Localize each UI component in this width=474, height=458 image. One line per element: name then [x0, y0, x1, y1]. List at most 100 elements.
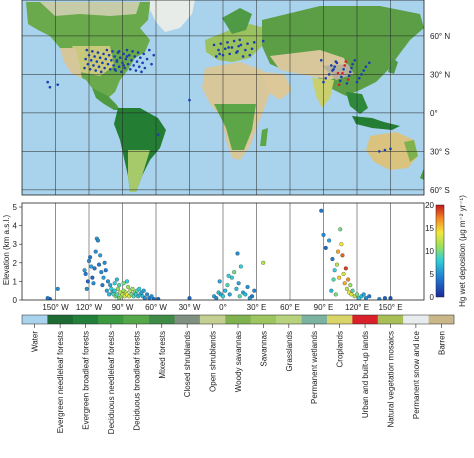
- site-marker: [104, 57, 108, 61]
- site-marker: [252, 41, 256, 44]
- site-marker: [156, 133, 160, 137]
- scatter-point: [243, 292, 248, 297]
- scatter-point: [238, 264, 243, 269]
- site-marker: [332, 67, 335, 71]
- scatter-point: [124, 279, 130, 284]
- colorbar-tick-label: 5: [430, 270, 435, 279]
- australia-coast: [404, 140, 418, 162]
- site-marker: [367, 61, 371, 65]
- madagascar: [260, 128, 268, 146]
- legend-label: Woody savannas: [234, 331, 243, 392]
- scatter-point: [234, 286, 239, 291]
- site-marker: [122, 64, 125, 67]
- site-marker: [56, 83, 60, 86]
- scatter-point: [354, 292, 360, 297]
- y-tick-label: 1: [13, 277, 18, 286]
- site-marker: [226, 41, 229, 44]
- site-marker: [93, 55, 96, 58]
- scatter-point: [91, 281, 96, 286]
- site-marker: [113, 55, 116, 58]
- central-america: [92, 88, 120, 110]
- scatter-point: [220, 294, 226, 299]
- scatter-point: [338, 227, 343, 232]
- site-marker: [351, 62, 354, 66]
- scatter-point: [98, 253, 103, 258]
- site-marker: [357, 76, 361, 80]
- site-marker: [364, 65, 368, 69]
- site-marker: [230, 46, 234, 49]
- colorbar: [435, 204, 445, 298]
- legend-label: Croplands: [336, 331, 345, 367]
- x-tick-label: 150° E: [378, 303, 402, 312]
- x-tick-label: 90° E: [314, 303, 334, 312]
- legend-swatch: [250, 315, 277, 324]
- scatter-point: [99, 270, 104, 275]
- legend-label: Water: [31, 331, 40, 352]
- latitude-label: 0°: [430, 109, 438, 118]
- site-marker: [91, 50, 94, 53]
- scatter-point: [261, 260, 266, 265]
- scatter-point: [85, 279, 90, 284]
- scatter-point: [348, 283, 353, 288]
- latitude-label: 30° N: [430, 70, 450, 79]
- x-tick-label: 60° E: [280, 303, 300, 312]
- site-marker: [137, 65, 141, 69]
- site-marker: [48, 85, 52, 89]
- scatter-point: [367, 294, 372, 299]
- site-marker: [355, 80, 359, 84]
- legend-label: Evergreen needleleaf forests: [56, 331, 65, 433]
- site-marker: [378, 150, 381, 153]
- x-tick-label: 30° W: [179, 303, 201, 312]
- scatter-point: [342, 281, 347, 286]
- scatter-point: [102, 260, 107, 265]
- site-marker: [239, 43, 243, 47]
- latitude-label: 60° N: [430, 32, 450, 41]
- site-marker: [232, 39, 236, 43]
- colorbar-tick-label: 15: [425, 224, 434, 233]
- legend-label: Closed shrublands: [183, 331, 192, 397]
- site-marker: [141, 61, 144, 65]
- latitude-label: 60° S: [430, 186, 450, 195]
- x-tick-label: 120° W: [76, 303, 103, 312]
- scatter-point: [55, 286, 60, 291]
- site-marker: [248, 53, 252, 57]
- site-marker: [238, 38, 242, 42]
- scatter-point: [252, 288, 257, 293]
- scatter-point: [145, 292, 150, 297]
- scatter-point: [340, 253, 345, 258]
- x-tick-label: 60° W: [145, 303, 167, 312]
- site-marker: [217, 48, 220, 52]
- site-marker: [86, 62, 90, 66]
- site-marker: [350, 66, 353, 70]
- site-marker: [221, 53, 225, 57]
- site-marker: [212, 43, 216, 47]
- site-marker: [88, 67, 92, 71]
- scatter-point: [343, 266, 348, 271]
- site-marker: [237, 44, 240, 48]
- scatter-point: [82, 268, 87, 273]
- site-marker: [121, 61, 124, 65]
- scatter-point: [361, 292, 366, 297]
- scatter-point: [319, 208, 324, 213]
- scatter-point: [130, 286, 135, 291]
- scatter-point: [214, 296, 219, 300]
- scatter-point: [90, 275, 95, 280]
- scandinavia: [222, 8, 252, 34]
- site-marker: [330, 64, 333, 67]
- site-marker: [118, 56, 122, 60]
- scatter-point: [93, 249, 98, 254]
- site-marker: [343, 64, 347, 67]
- site-marker: [337, 83, 341, 86]
- site-marker: [117, 50, 121, 53]
- site-marker: [218, 52, 221, 56]
- site-marker: [131, 50, 134, 53]
- south-america-south: [128, 150, 150, 192]
- legend-swatch: [123, 315, 150, 324]
- y-tick-label: 0: [13, 296, 18, 305]
- site-marker: [349, 70, 352, 74]
- legend-label: Mixed forests: [158, 331, 167, 379]
- colorbar-tick-label: 20: [425, 201, 434, 210]
- legend-label: Barren: [437, 331, 446, 355]
- legend-swatch: [276, 315, 302, 324]
- scatter-point: [107, 292, 112, 297]
